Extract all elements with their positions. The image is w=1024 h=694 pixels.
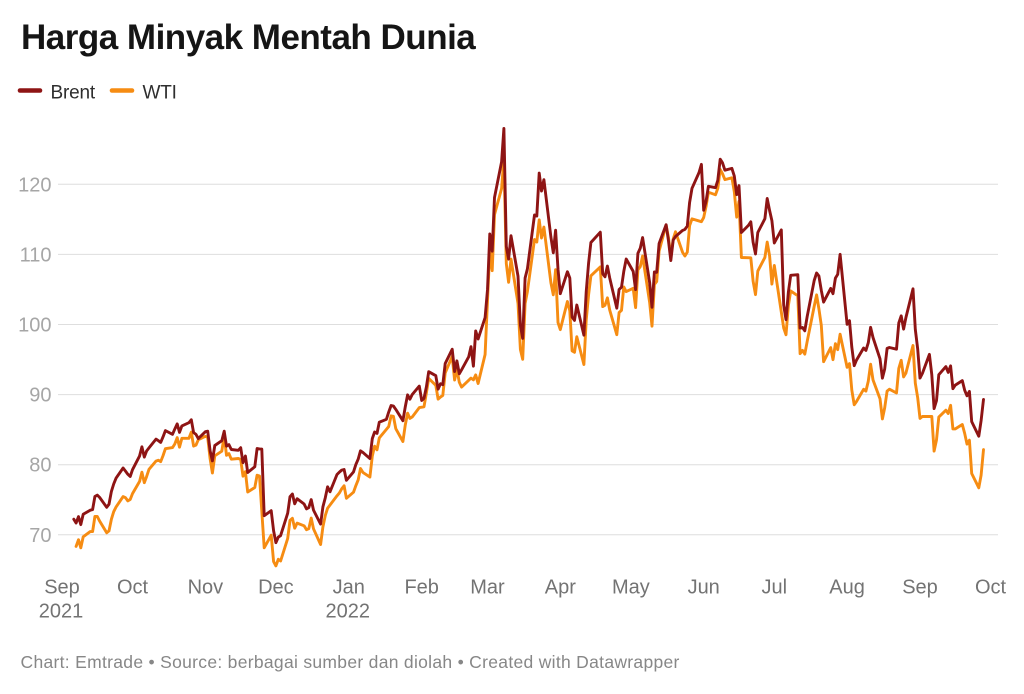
svg-text:120: 120 [18, 174, 51, 196]
svg-text:Oct: Oct [117, 577, 149, 599]
svg-text:Sep: Sep [44, 577, 80, 599]
svg-text:Oct: Oct [975, 577, 1007, 599]
svg-text:Harga Minyak Mentah Dunia: Harga Minyak Mentah Dunia [21, 18, 476, 57]
svg-text:Nov: Nov [188, 577, 224, 599]
svg-text:Chart: Emtrade • Source: berba: Chart: Emtrade • Source: berbagai sumber… [21, 652, 680, 672]
svg-text:Jan: Jan [333, 577, 365, 599]
svg-text:Apr: Apr [545, 577, 576, 599]
svg-text:Jun: Jun [688, 577, 720, 599]
svg-text:Dec: Dec [258, 577, 294, 599]
svg-text:Brent: Brent [51, 83, 96, 104]
svg-text:Sep: Sep [902, 577, 938, 599]
svg-text:70: 70 [29, 525, 51, 547]
svg-text:110: 110 [20, 244, 52, 266]
svg-text:Aug: Aug [829, 577, 865, 599]
svg-text:2022: 2022 [326, 601, 371, 623]
svg-text:Feb: Feb [404, 577, 438, 599]
svg-text:90: 90 [29, 385, 51, 407]
svg-text:80: 80 [29, 455, 51, 477]
svg-text:Mar: Mar [470, 577, 505, 599]
svg-text:2021: 2021 [39, 601, 84, 623]
svg-text:May: May [612, 577, 650, 599]
svg-text:WTI: WTI [143, 83, 177, 104]
svg-text:Jul: Jul [762, 577, 788, 599]
svg-text:100: 100 [18, 315, 51, 337]
